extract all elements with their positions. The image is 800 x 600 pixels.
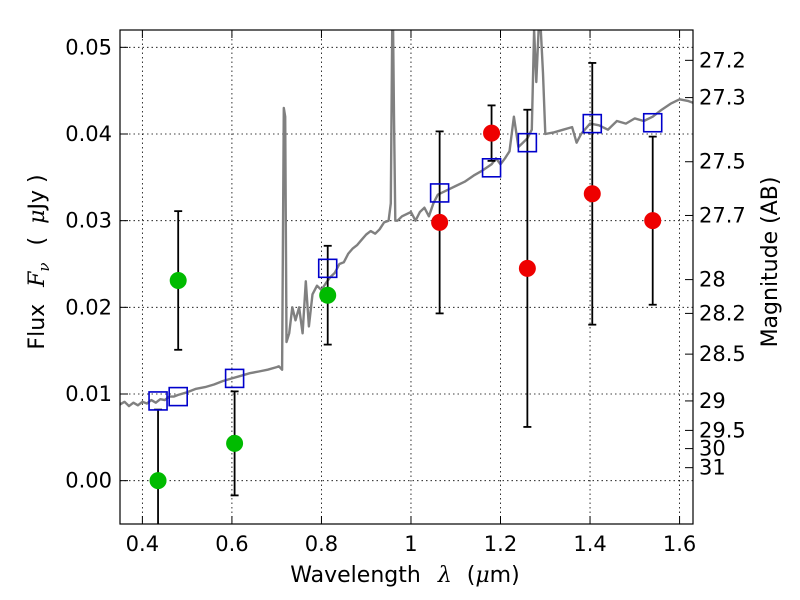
grid-layer (120, 30, 693, 524)
y-axis-label-unit-open: ( (25, 237, 50, 246)
tick-layer: 0.4 0.6 0.8 1 1.2 1.4 1.6 0.00 0.01 0.02 0.03 0.04 0… (65, 30, 746, 556)
y2-tick-label-1: 27.3 (699, 86, 746, 110)
y-axis-label-symbol: F (25, 271, 50, 288)
y-tick-label-1: 0.01 (65, 382, 112, 406)
x-axis-label: Wavelength λ (μm) (290, 563, 519, 588)
model-photometry-square-3 (317, 258, 338, 279)
y-tick-label-4: 0.04 (65, 122, 112, 146)
model-photometry-square-0 (148, 391, 168, 411)
y2-tick-label-9: 30 (699, 437, 726, 461)
red-observed-point-4 (644, 212, 662, 230)
y-axis-label-unit-rest: Jy ) (25, 174, 50, 211)
green-observed-point-3 (319, 286, 337, 304)
x-axis-label-unit-open: ( (467, 563, 476, 588)
observed-points-layer (149, 124, 662, 490)
x-axis-label-symbol: λ (437, 563, 452, 588)
x-tick-label-2: 0.8 (305, 532, 338, 556)
y-axis-label: Flux Fν ( μJy ) (25, 174, 55, 349)
y2-tick-label-6: 28.5 (699, 342, 746, 366)
y2-tick-label-7: 29 (699, 389, 726, 413)
x-tick-label-1: 0.6 (215, 532, 248, 556)
x-tick-label-0: 0.4 (126, 532, 159, 556)
x-tick-label-5: 1.4 (573, 532, 606, 556)
y2-tick-label-4: 28 (699, 268, 726, 292)
x-axis-label-main: Wavelength (290, 563, 421, 588)
y-axis-label-subscript: ν (35, 262, 53, 271)
y-tick-label-0: 0.00 (65, 469, 112, 493)
red-observed-point-1 (483, 124, 501, 142)
red-observed-point-2 (518, 259, 536, 277)
y2-tick-label-5: 28.2 (699, 301, 746, 325)
y-tick-label-5: 0.05 (65, 35, 112, 59)
plot-frame (119, 29, 694, 525)
model-photometry-square-6 (517, 132, 538, 153)
model-photometry-square-8 (642, 112, 663, 133)
x-tick-label-3: 1 (404, 532, 417, 556)
y-axis-label-unit-mu: μ (25, 210, 50, 224)
y-axis-label-main: Flux (25, 304, 50, 350)
y2-tick-label-3: 27.7 (699, 203, 746, 227)
x-tick-label-6: 1.6 (663, 532, 696, 556)
y2-tick-label-10: 31 (699, 456, 726, 480)
model-photometry-square-1 (168, 386, 188, 407)
x-tick-label-4: 1.2 (484, 532, 517, 556)
green-observed-point-1 (169, 271, 187, 289)
model-photometry-square-7 (582, 113, 603, 134)
red-observed-point-0 (431, 213, 449, 231)
green-observed-point-2 (226, 434, 244, 452)
y2-axis-label: Magnitude (AB) (758, 177, 783, 348)
x-axis-label-unit-rest: m) (490, 563, 520, 588)
x-axis-label-unit-mu: μ (475, 563, 489, 588)
y-tick-label-3: 0.03 (65, 209, 112, 233)
model-spectrum-line (120, 30, 693, 408)
red-observed-point-3 (583, 185, 601, 203)
model-photometry-square-4 (429, 183, 450, 203)
model-photometry-square-2 (224, 368, 245, 389)
y2-tick-label-2: 27.5 (699, 150, 746, 174)
y2-tick-label-0: 27.2 (699, 48, 746, 72)
y-tick-label-2: 0.02 (65, 295, 112, 319)
green-observed-point-0 (149, 472, 167, 490)
model-photometry-square-5 (481, 158, 502, 178)
spectrum-layer (120, 30, 693, 408)
y2-tick-label-8: 29.5 (699, 418, 746, 442)
model-photometry-layer (148, 112, 663, 411)
